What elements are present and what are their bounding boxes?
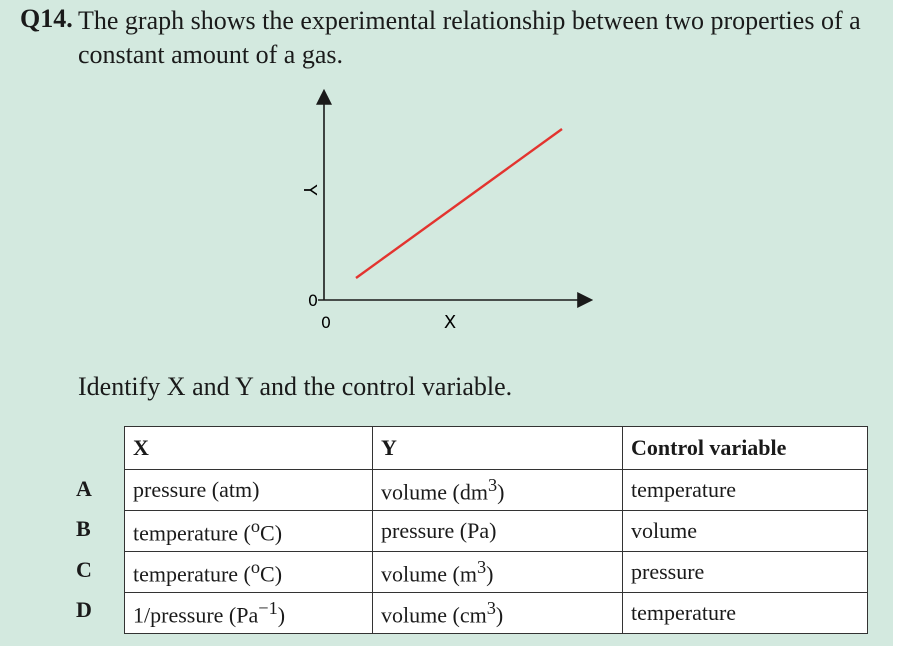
y-origin-label: 0 (308, 291, 318, 310)
option-d-control: temperature (622, 592, 868, 634)
x-origin-label: 0 (321, 313, 331, 332)
option-b-control: volume (622, 510, 868, 552)
option-b-y: pressure (Pa) (372, 510, 623, 552)
option-letter-c: C (76, 557, 92, 582)
table-row: temperature (oC) volume (m3) pressure (124, 551, 868, 593)
data-line (355, 128, 563, 279)
question-prompt: Identify X and Y and the control variabl… (78, 372, 513, 401)
option-d-x: 1/pressure (Pa−1) (124, 592, 373, 634)
option-letter-d: D (76, 597, 92, 622)
options-table: X Y Control variable pressure (atm) volu… (124, 426, 868, 634)
header-control-variable: Control variable (622, 426, 868, 470)
table-row: temperature (oC) pressure (Pa) volume (124, 510, 868, 552)
question-text: The graph shows the experimental relatio… (78, 6, 861, 69)
question-number: Q14. (20, 4, 73, 33)
option-a-control: temperature (622, 469, 868, 511)
table-row: 1/pressure (Pa−1) volume (cm3) temperatu… (124, 592, 868, 634)
option-a-y: volume (dm3) (372, 469, 623, 511)
gas-relationship-graph: 0 0 X Y (299, 88, 594, 333)
option-c-control: pressure (622, 551, 868, 593)
option-letter-b: B (76, 516, 91, 541)
option-c-y: volume (m3) (372, 551, 623, 593)
table-header-row: X Y Control variable (124, 426, 868, 470)
table-row: pressure (atm) volume (dm3) temperature (124, 469, 868, 511)
option-b-x: temperature (oC) (124, 510, 373, 552)
header-x: X (124, 426, 373, 470)
y-axis-label: Y (299, 184, 320, 197)
option-c-x: temperature (oC) (124, 551, 373, 593)
header-y: Y (372, 426, 623, 470)
x-axis-label: X (444, 312, 456, 333)
option-a-x: pressure (atm) (124, 469, 373, 511)
option-letter-a: A (76, 476, 92, 501)
option-d-y: volume (cm3) (372, 592, 623, 634)
